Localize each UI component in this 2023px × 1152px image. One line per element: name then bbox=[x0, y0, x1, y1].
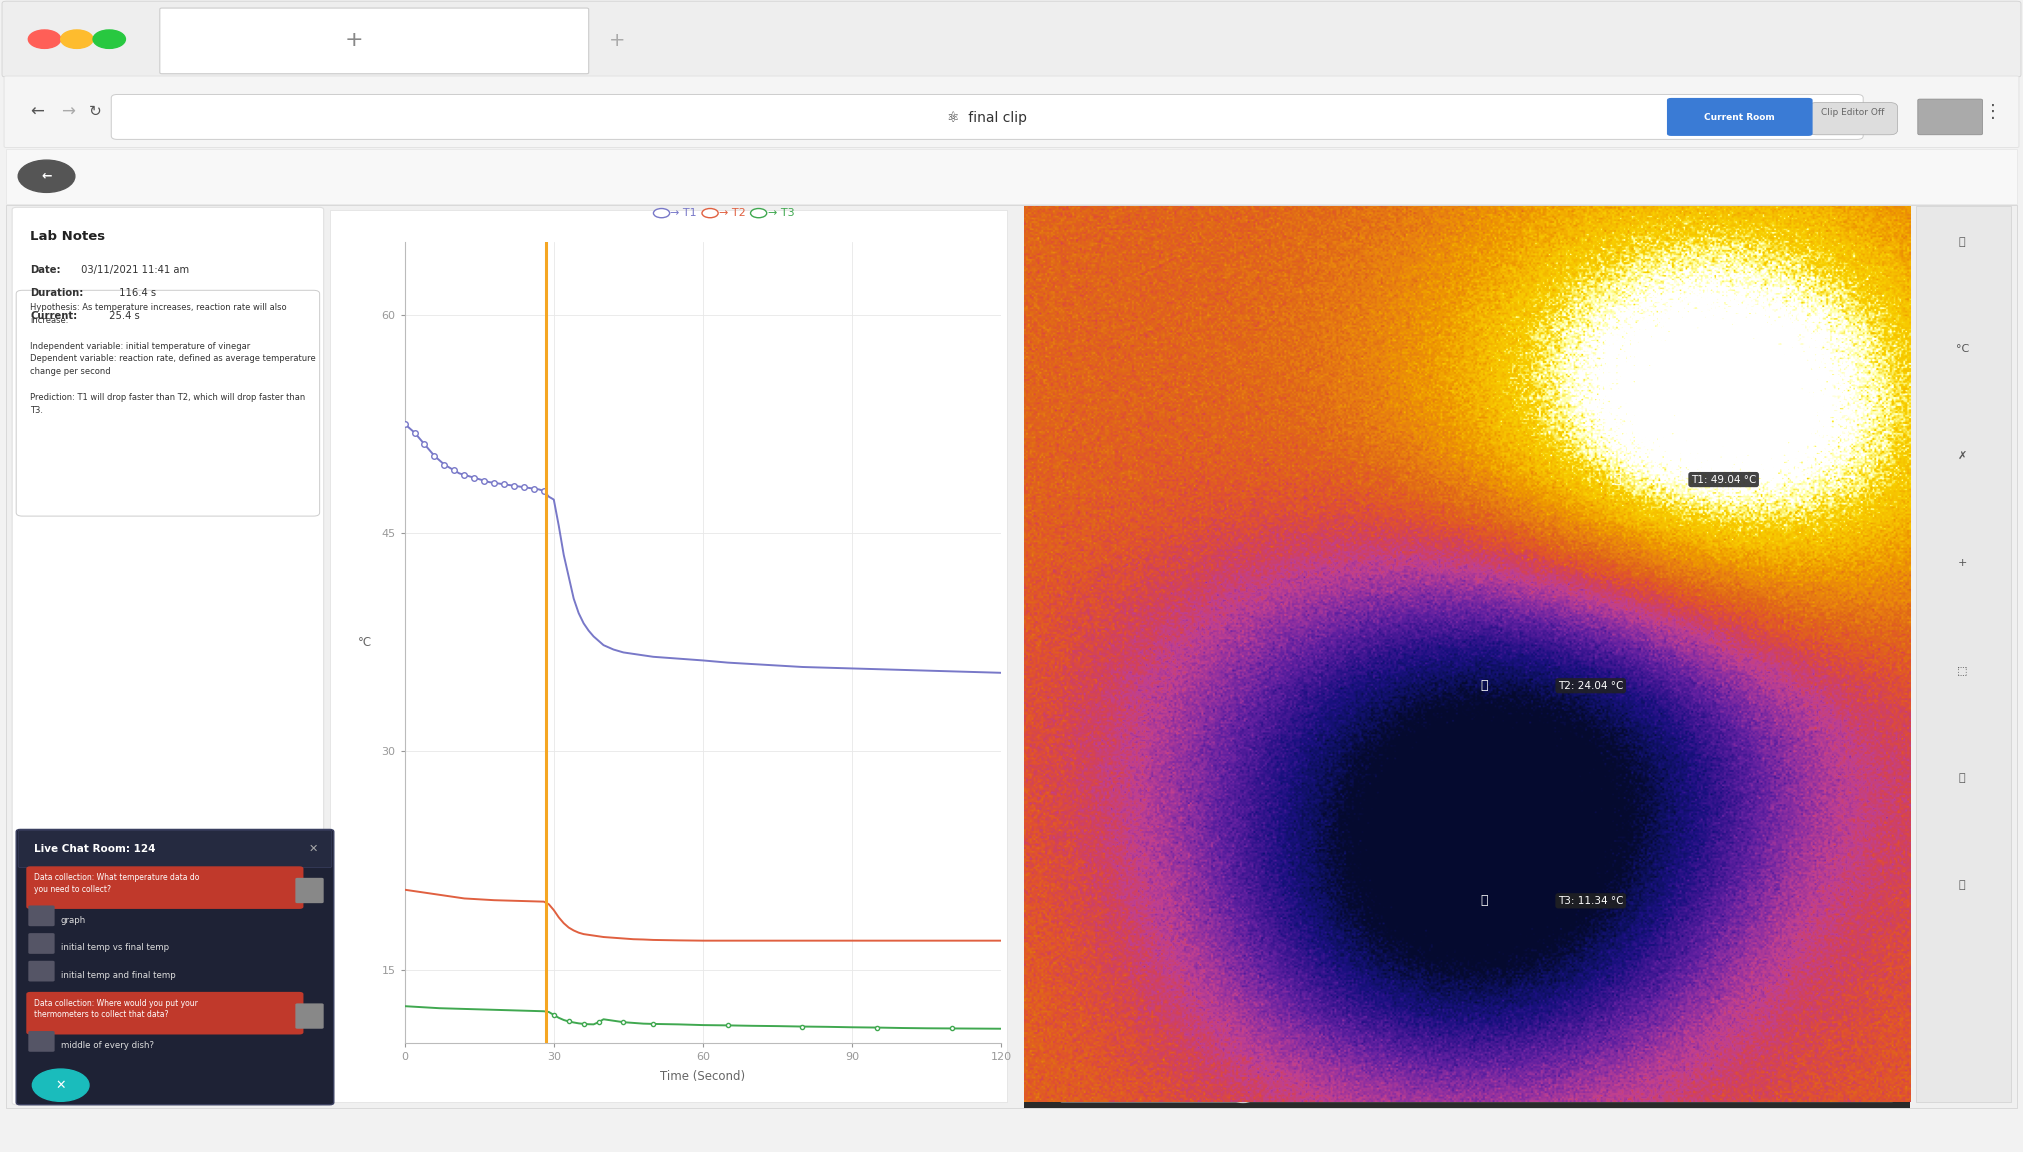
Text: →: → bbox=[61, 103, 75, 121]
Text: ⬜: ⬜ bbox=[1958, 773, 1966, 782]
Text: 🌡: 🌡 bbox=[1481, 894, 1489, 908]
Text: → T1: → T1 bbox=[670, 209, 698, 218]
FancyBboxPatch shape bbox=[12, 207, 324, 1105]
Text: ✗: ✗ bbox=[1958, 452, 1966, 461]
Text: 25.4 s: 25.4 s bbox=[107, 311, 140, 321]
Text: Data collection: What temperature data do
you need to collect?: Data collection: What temperature data d… bbox=[34, 873, 200, 894]
FancyBboxPatch shape bbox=[1060, 1089, 1244, 1102]
X-axis label: Time (Second): Time (Second) bbox=[659, 1070, 746, 1083]
Text: ✕: ✕ bbox=[55, 1078, 67, 1092]
Text: 🌡: 🌡 bbox=[1481, 680, 1489, 692]
Text: ⋮: ⋮ bbox=[1985, 103, 2001, 121]
Text: Duration:: Duration: bbox=[30, 288, 83, 298]
FancyBboxPatch shape bbox=[28, 1031, 55, 1052]
FancyBboxPatch shape bbox=[18, 831, 332, 867]
Text: 🌡: 🌡 bbox=[1958, 237, 1966, 247]
Circle shape bbox=[751, 209, 767, 218]
Circle shape bbox=[61, 30, 93, 48]
FancyBboxPatch shape bbox=[1060, 1089, 1894, 1102]
FancyBboxPatch shape bbox=[16, 829, 334, 1105]
Text: Date:: Date: bbox=[30, 265, 61, 275]
FancyBboxPatch shape bbox=[16, 290, 320, 516]
Text: 116.4 s: 116.4 s bbox=[115, 288, 156, 298]
FancyBboxPatch shape bbox=[1667, 98, 1813, 136]
Text: Current Room: Current Room bbox=[1705, 113, 1774, 122]
FancyBboxPatch shape bbox=[1024, 1083, 1910, 1108]
Text: → T2: → T2 bbox=[718, 209, 746, 218]
FancyBboxPatch shape bbox=[28, 905, 55, 926]
FancyBboxPatch shape bbox=[111, 94, 1863, 139]
Text: ✕: ✕ bbox=[307, 844, 318, 854]
Text: → T3: → T3 bbox=[767, 209, 795, 218]
FancyBboxPatch shape bbox=[160, 8, 589, 74]
Text: middle of every dish?: middle of every dish? bbox=[61, 1041, 154, 1051]
Text: +: + bbox=[1958, 559, 1966, 568]
FancyBboxPatch shape bbox=[330, 210, 1007, 1102]
FancyBboxPatch shape bbox=[295, 878, 324, 903]
Text: Live Chat Room: 124: Live Chat Room: 124 bbox=[34, 844, 156, 854]
FancyBboxPatch shape bbox=[6, 149, 2017, 204]
Text: ↻: ↻ bbox=[89, 104, 101, 120]
Text: Current:: Current: bbox=[30, 311, 77, 321]
Circle shape bbox=[702, 209, 718, 218]
Circle shape bbox=[93, 30, 125, 48]
Text: +: + bbox=[344, 30, 364, 51]
Text: T2: 24.04 °C: T2: 24.04 °C bbox=[1558, 681, 1622, 691]
Text: T1: 49.04 °C: T1: 49.04 °C bbox=[1691, 475, 1756, 485]
FancyBboxPatch shape bbox=[1918, 99, 1983, 135]
Text: ←: ← bbox=[30, 103, 45, 121]
FancyBboxPatch shape bbox=[1809, 103, 1898, 135]
Text: 📄: 📄 bbox=[1958, 880, 1966, 889]
Text: ⚛  final clip: ⚛ final clip bbox=[947, 111, 1028, 124]
Y-axis label: °C: °C bbox=[358, 636, 372, 649]
Text: ▶: ▶ bbox=[1032, 1091, 1040, 1100]
Circle shape bbox=[1230, 1089, 1254, 1102]
FancyBboxPatch shape bbox=[26, 866, 303, 909]
Text: T3: 11.34 °C: T3: 11.34 °C bbox=[1558, 896, 1624, 905]
Text: ←: ← bbox=[40, 169, 53, 183]
FancyBboxPatch shape bbox=[28, 961, 55, 982]
FancyBboxPatch shape bbox=[4, 76, 2019, 147]
Circle shape bbox=[18, 160, 75, 192]
Text: graph: graph bbox=[61, 916, 85, 925]
FancyBboxPatch shape bbox=[2, 1, 2021, 77]
FancyBboxPatch shape bbox=[26, 992, 303, 1034]
Text: °C: °C bbox=[1956, 344, 1968, 354]
FancyBboxPatch shape bbox=[295, 1003, 324, 1029]
Circle shape bbox=[32, 1069, 89, 1101]
FancyBboxPatch shape bbox=[1916, 206, 2011, 1102]
Circle shape bbox=[28, 30, 61, 48]
Text: 🌡: 🌡 bbox=[1614, 473, 1620, 486]
Text: 03/11/2021 11:41 am: 03/11/2021 11:41 am bbox=[77, 265, 188, 275]
Text: Data collection: Where would you put your
thermometers to collect that data?: Data collection: Where would you put you… bbox=[34, 999, 198, 1020]
Text: initial temp and final temp: initial temp and final temp bbox=[61, 971, 176, 980]
FancyBboxPatch shape bbox=[6, 205, 2017, 1108]
Text: Hypothesis: As temperature increases, reaction rate will also
increase.

Indepen: Hypothesis: As temperature increases, re… bbox=[30, 303, 316, 415]
Text: ⬚: ⬚ bbox=[1956, 666, 1968, 675]
Text: initial temp vs final temp: initial temp vs final temp bbox=[61, 943, 168, 953]
Circle shape bbox=[653, 209, 670, 218]
Text: Lab Notes: Lab Notes bbox=[30, 230, 105, 243]
Text: +: + bbox=[609, 31, 625, 50]
Text: Clip Editor Off: Clip Editor Off bbox=[1821, 108, 1885, 118]
FancyBboxPatch shape bbox=[28, 933, 55, 954]
